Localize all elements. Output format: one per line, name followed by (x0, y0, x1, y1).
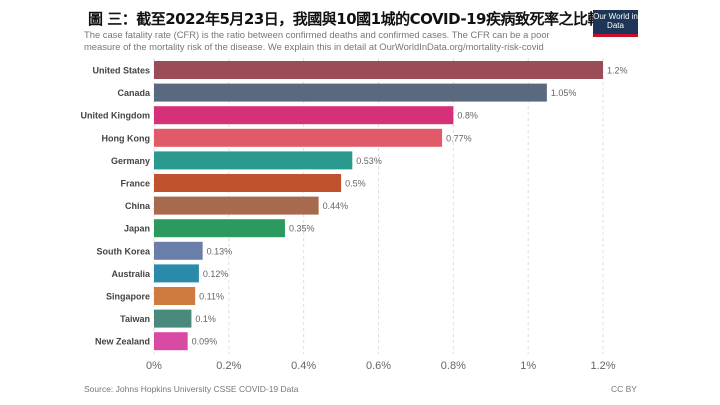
category-label: New Zealand (95, 337, 150, 347)
chart-subtitle: The case fatality rate (CFR) is the rati… (84, 29, 550, 52)
bar (154, 151, 353, 170)
logo-text: Our World in Data (593, 12, 638, 30)
license: CC BY (611, 384, 637, 394)
bar (154, 219, 285, 238)
category-label: Australia (111, 269, 151, 279)
x-tick-label: 1.2% (590, 360, 615, 372)
x-tick-label: 0% (146, 360, 162, 372)
category-label: Germany (111, 156, 150, 166)
bar (154, 332, 188, 351)
category-label: China (125, 201, 151, 211)
bar (154, 61, 603, 79)
value-label: 0.12% (203, 269, 229, 279)
x-tick-label: 0.8% (441, 360, 466, 372)
value-label: 0.77% (446, 133, 472, 143)
value-label: 0.53% (356, 156, 382, 166)
x-tick-label: 0.4% (291, 360, 316, 372)
x-tick-label: 0.6% (366, 360, 391, 372)
owid-logo[interactable]: Our World in Data (593, 10, 638, 37)
value-label: 0.35% (289, 224, 315, 234)
category-label: Hong Kong (102, 133, 151, 143)
category-label: Singapore (106, 292, 150, 302)
bar (154, 128, 443, 147)
x-tick-label: 0.2% (216, 360, 241, 372)
bar (154, 174, 342, 192)
bar (154, 196, 319, 215)
bar (154, 241, 203, 260)
category-label: United Kingdom (81, 111, 151, 121)
category-label: France (120, 179, 150, 189)
value-label: 0.5% (345, 179, 366, 189)
source-note: Source: Johns Hopkins University CSSE CO… (84, 384, 299, 394)
bar (154, 264, 199, 283)
value-label: 0.44% (323, 201, 349, 211)
value-label: 0.13% (207, 246, 233, 256)
bar (154, 309, 192, 328)
bar (154, 106, 454, 125)
category-label: South Korea (96, 246, 150, 256)
category-label: Canada (117, 88, 151, 98)
bar (154, 83, 547, 102)
value-label: 1.05% (551, 88, 577, 98)
category-label: Taiwan (120, 314, 150, 324)
category-label: Japan (124, 224, 150, 234)
value-label: 0.8% (457, 111, 478, 121)
value-label: 0.11% (199, 292, 224, 302)
x-tick-label: 1% (520, 360, 536, 372)
value-label: 1.2% (607, 66, 628, 76)
value-label: 0.09% (192, 337, 218, 347)
bar (154, 287, 196, 305)
category-label: United States (92, 66, 150, 76)
chart-title: 圖 三：截至2022年5月23日，我國與10國1城的COVID-19疾病致死率之… (88, 10, 602, 28)
value-label: 0.1% (195, 314, 216, 324)
